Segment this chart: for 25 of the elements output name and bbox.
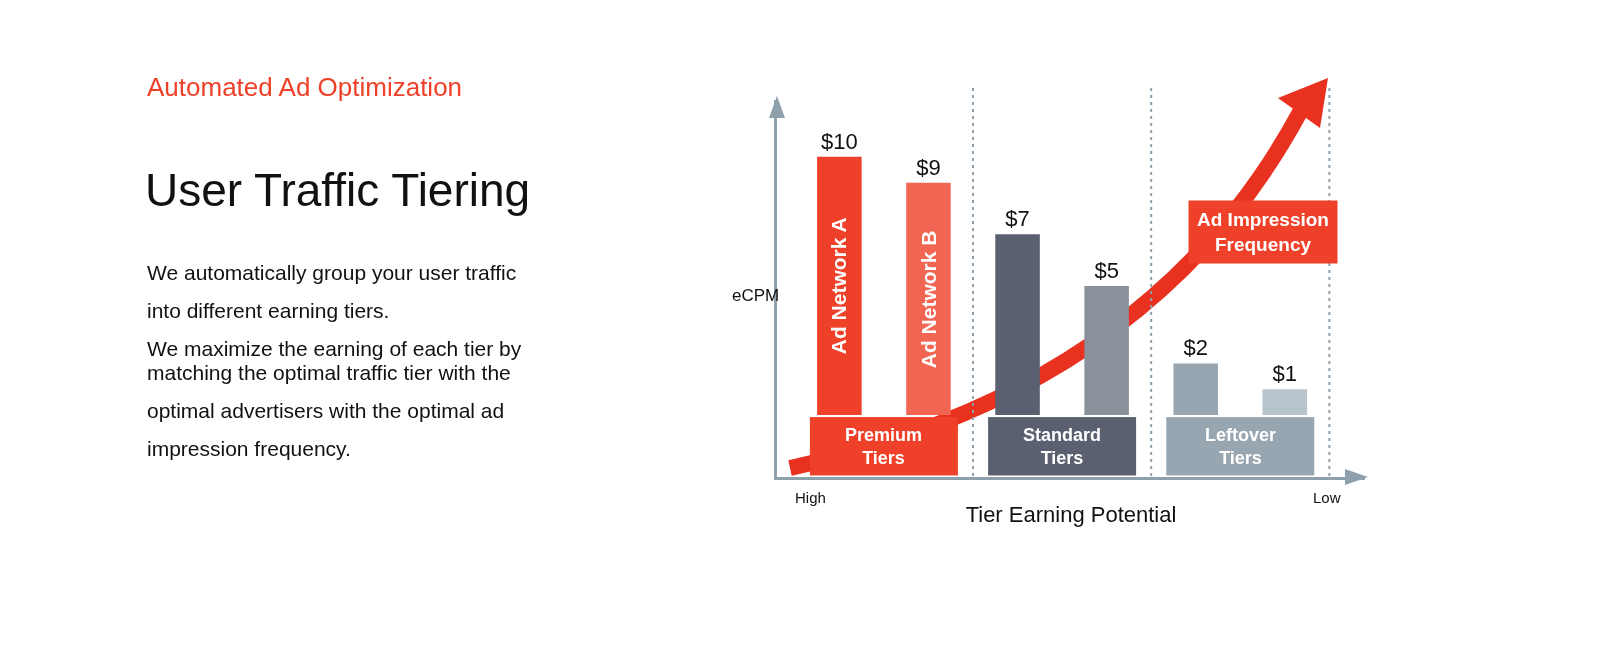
data-label: $5 — [1094, 257, 1119, 283]
text: User Traffic Tiering — [145, 164, 531, 217]
annotation: Standard Tiers — [1023, 425, 1102, 469]
data-label: $10 — [821, 128, 858, 154]
annotation: Premium Tiers — [845, 425, 923, 469]
bar — [995, 234, 1040, 416]
text: Low — [1313, 489, 1341, 506]
text: We automatically group your user traffic into different earning tiers. We maximize the earning of each tier by matching the optimal traffic tier with the optimal advertisers with the optimal ad impression frequency. — [147, 261, 522, 460]
bar — [817, 156, 862, 416]
y-axis-title: eCPM — [732, 286, 780, 305]
bar — [1262, 389, 1308, 416]
data-label: $1 — [1272, 361, 1298, 387]
text: High — [795, 489, 826, 506]
annotation: Ad Impression Frequency — [1197, 209, 1329, 255]
text: Automated Ad Optimization — [147, 72, 463, 102]
x-axis-title: Tier Earning Potential — [965, 501, 1177, 527]
annotation: Ad Network B — [916, 230, 940, 369]
bar — [906, 182, 951, 416]
data-label: $7 — [1005, 206, 1030, 232]
bar — [1084, 285, 1129, 416]
annotation: Ad Network A — [827, 217, 851, 355]
data-label: $9 — [916, 154, 941, 180]
bar — [1173, 363, 1218, 416]
data-label: $2 — [1183, 335, 1208, 361]
annotation: Leftover Tiers — [1205, 425, 1277, 469]
